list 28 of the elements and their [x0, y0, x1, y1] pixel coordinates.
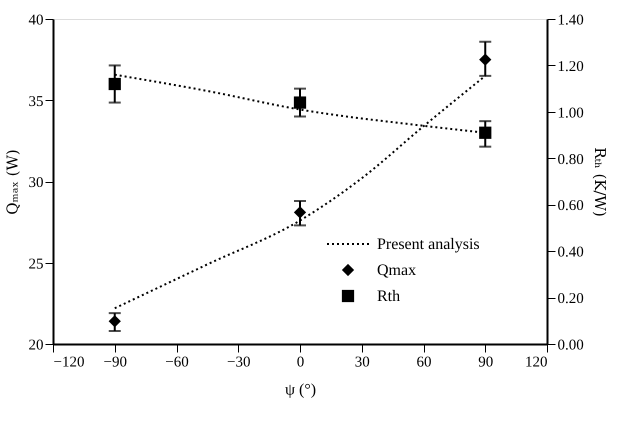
- legend-label: Rth: [377, 288, 400, 305]
- x-tick-label: −90: [104, 354, 127, 370]
- y-tick-label: 25: [28, 256, 44, 272]
- y2-axis-title: Rₜₕ (K/W): [590, 147, 609, 217]
- x-axis-title: ψ (°): [284, 382, 316, 398]
- y-tick-label: 30: [28, 175, 44, 191]
- y2-tick-label: 0.20: [558, 291, 584, 308]
- x-tick-label: −120: [54, 354, 84, 370]
- x-tick-label: −60: [165, 354, 189, 370]
- y2-tick-label: 0.00: [558, 338, 584, 354]
- x-tick-label: 30: [354, 354, 370, 370]
- legend-label: Present analysis: [377, 236, 480, 253]
- y2-tick-label: 1.00: [558, 105, 584, 122]
- y2-tick-label: 1.40: [558, 12, 584, 28]
- y-tick-label: 40: [28, 12, 44, 28]
- y2-tick-label: 1.20: [558, 58, 584, 75]
- y2-tick-label: 0.40: [558, 244, 584, 261]
- y2-tick-label: 0.60: [558, 198, 584, 214]
- x-tick-label: 120: [525, 354, 548, 370]
- y-tick-label: 20: [28, 338, 44, 354]
- x-tick-label: 60: [416, 354, 432, 370]
- legend-label: Qmax: [377, 262, 416, 279]
- y-tick-label: 35: [28, 94, 44, 110]
- y2-tick-label: 0.80: [558, 152, 584, 168]
- x-tick-label: −30: [227, 354, 250, 370]
- y-axis-title: Qₘₐₓ (W): [4, 149, 22, 215]
- x-tick-label: 90: [478, 354, 494, 370]
- x-tick-label: 0: [296, 354, 304, 370]
